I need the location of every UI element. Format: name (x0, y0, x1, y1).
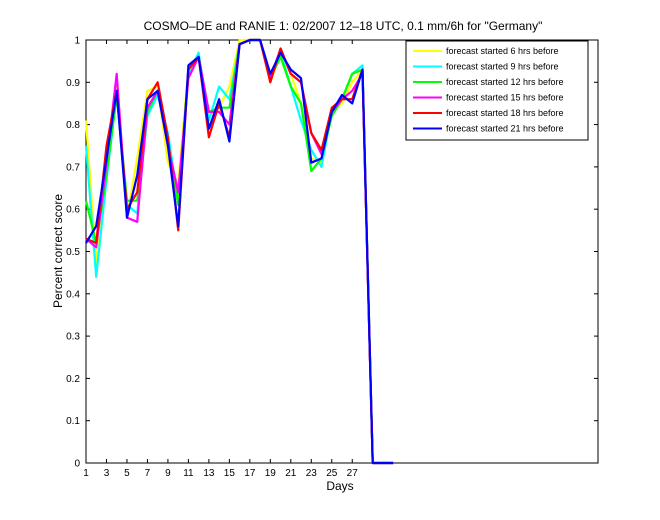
x-tick-label: 23 (306, 468, 318, 479)
y-tick-label: 0.3 (66, 332, 80, 343)
y-tick-label: 0 (74, 459, 80, 470)
y-tick-label: 0.9 (66, 78, 80, 89)
legend-label: forecast started 18 hrs before (446, 108, 564, 118)
legend-label: forecast started 15 hrs before (446, 93, 564, 103)
y-tick-label: 0.4 (66, 289, 80, 300)
series-line (85, 38, 394, 465)
x-tick-label: 21 (285, 468, 297, 479)
legend-label: forecast started 21 hrs before (446, 124, 564, 134)
legend-box (405, 40, 589, 141)
y-axis-label: Percent correct score (51, 194, 65, 308)
x-tick-label: 7 (145, 468, 151, 479)
x-tick-label: 25 (326, 468, 338, 479)
y-tick-label: 0.6 (66, 205, 80, 216)
x-axis-label: Days (326, 479, 353, 493)
x-tick-label: 27 (347, 468, 359, 479)
x-tick-label: 15 (224, 468, 236, 479)
x-tick-label: 1 (83, 468, 89, 479)
x-tick-label: 19 (265, 468, 277, 479)
x-tick-label: 5 (124, 468, 130, 479)
y-tick-label: 0.5 (66, 247, 80, 258)
y-tick-label: 1 (74, 36, 80, 47)
legend-label: forecast started 12 hrs before (446, 77, 564, 87)
y-tick-label: 0.1 (66, 416, 80, 427)
x-tick-label: 17 (244, 468, 256, 479)
y-tick-label: 0.2 (66, 374, 80, 385)
y-tick-label: 0.8 (66, 120, 80, 131)
x-tick-label: 11 (183, 468, 194, 479)
legend-label: forecast started 9 hrs before (446, 62, 559, 72)
chart-title: COSMO–DE and RANIE 1: 02/2007 12–18 UTC,… (144, 19, 543, 33)
series-line (84, 38, 394, 465)
y-tick-label: 0.7 (66, 162, 80, 173)
x-tick-label: 3 (104, 468, 110, 479)
x-tick-label: 13 (203, 468, 215, 479)
legend-label: forecast started 6 hrs before (446, 46, 559, 56)
legend: forecast started 6 hrs before forecast st… (405, 40, 589, 141)
x-tick-label: 9 (165, 468, 171, 479)
